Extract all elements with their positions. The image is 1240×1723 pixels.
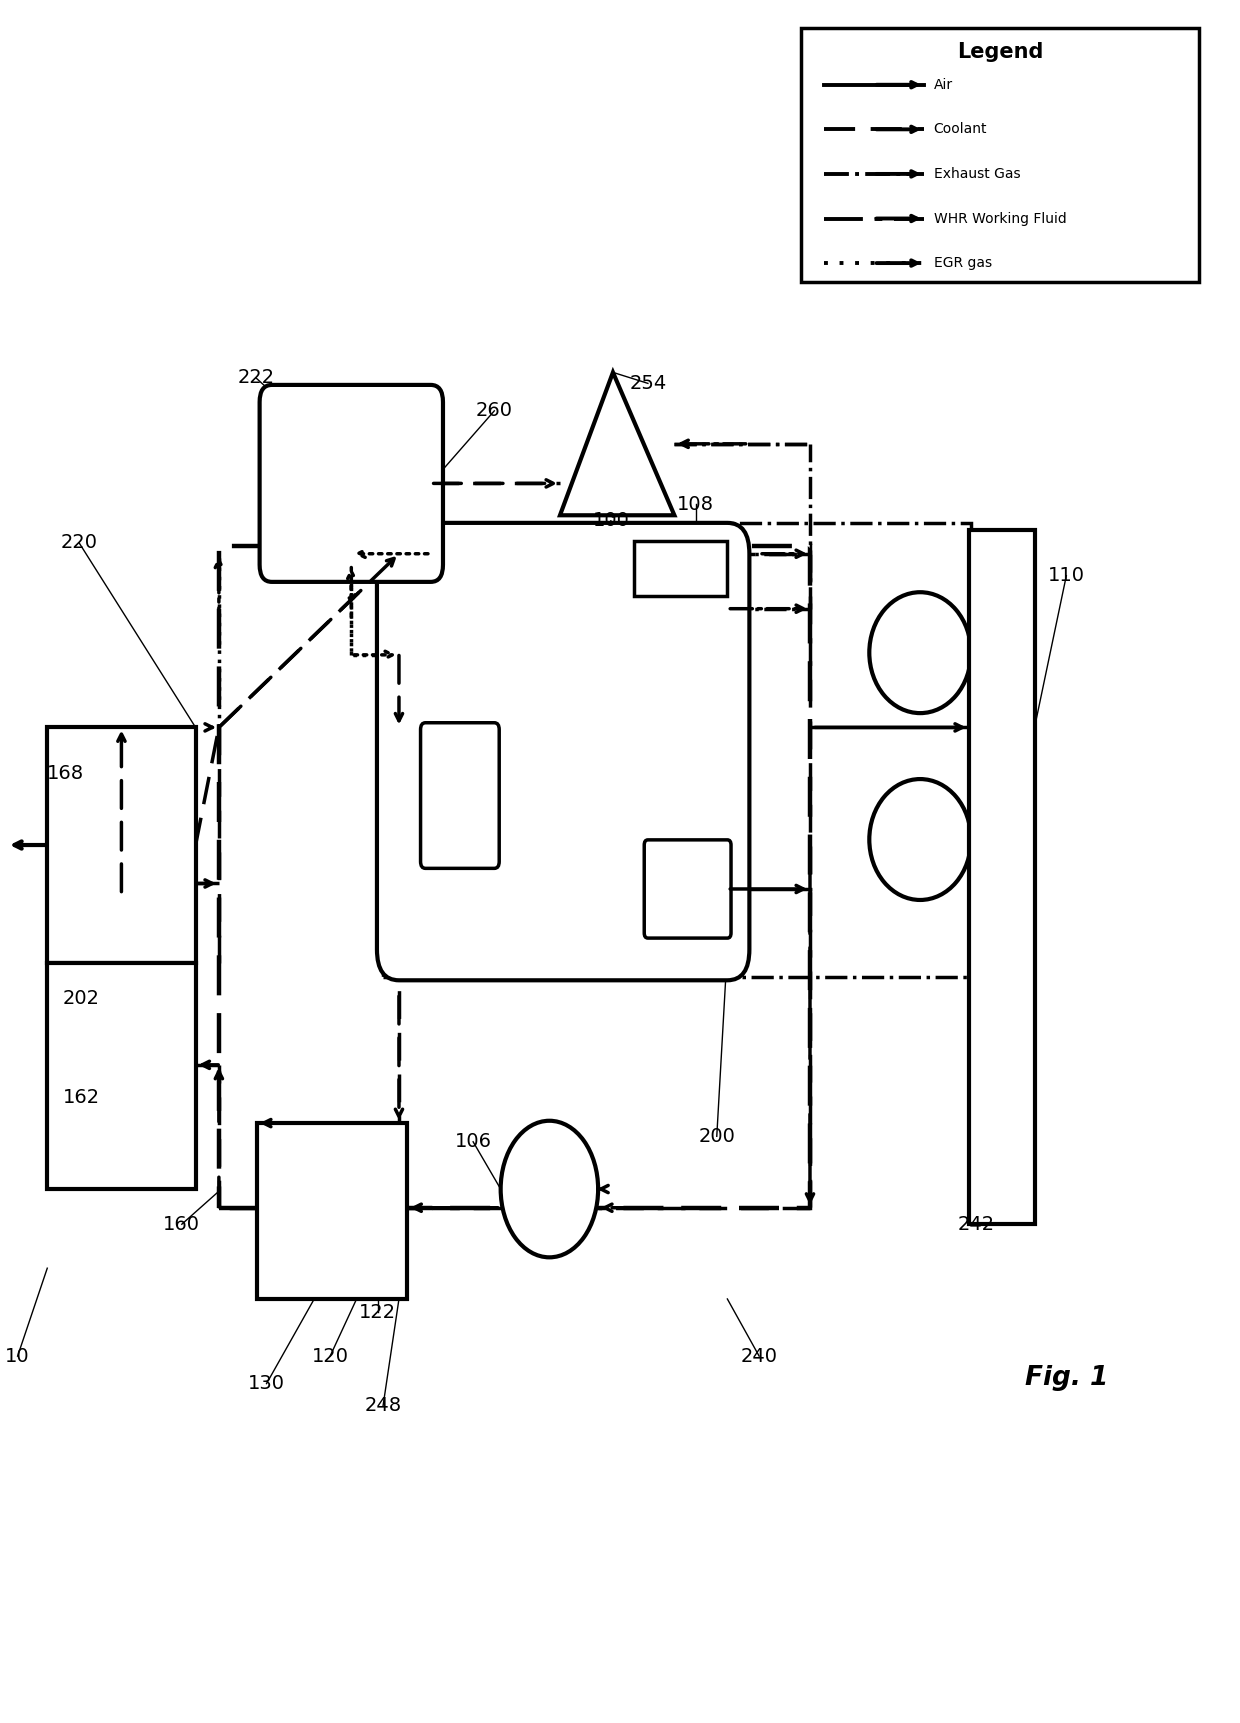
FancyBboxPatch shape (259, 384, 443, 582)
Text: 254: 254 (629, 374, 667, 393)
Text: Air: Air (934, 78, 952, 91)
Bar (257, 1123, 408, 1299)
Text: Fig. 1: Fig. 1 (1024, 1365, 1109, 1390)
Text: WHR Working Fluid: WHR Working Fluid (934, 212, 1066, 226)
Text: Exhaust Gas: Exhaust Gas (934, 167, 1021, 181)
Bar (801, 28, 1199, 283)
Text: 242: 242 (957, 1215, 994, 1234)
Bar (219, 546, 810, 1208)
Text: 122: 122 (360, 1303, 397, 1322)
Text: 106: 106 (455, 1132, 491, 1151)
Bar (634, 541, 728, 596)
Text: 202: 202 (63, 989, 99, 1008)
Text: 108: 108 (677, 495, 714, 513)
Polygon shape (560, 372, 675, 515)
Text: 222: 222 (237, 369, 274, 388)
Bar (968, 529, 1034, 1225)
Bar (383, 524, 971, 977)
Text: 162: 162 (62, 1089, 99, 1108)
Text: 100: 100 (593, 512, 629, 531)
Text: EGR gas: EGR gas (934, 257, 992, 271)
Text: 200: 200 (698, 1127, 735, 1146)
FancyBboxPatch shape (420, 722, 500, 868)
Text: 120: 120 (311, 1347, 348, 1366)
FancyBboxPatch shape (645, 839, 732, 937)
Text: 168: 168 (47, 763, 84, 782)
Text: 248: 248 (365, 1396, 402, 1415)
Text: Legend: Legend (957, 41, 1044, 62)
Text: 220: 220 (61, 532, 98, 553)
Text: 130: 130 (248, 1375, 285, 1394)
Bar (47, 963, 196, 1189)
Text: Coolant: Coolant (934, 122, 987, 136)
Ellipse shape (869, 593, 971, 713)
Text: 240: 240 (740, 1347, 777, 1366)
Circle shape (501, 1120, 598, 1258)
Ellipse shape (869, 779, 971, 899)
Text: 110: 110 (1048, 567, 1085, 586)
Text: 260: 260 (476, 401, 513, 420)
Bar (47, 727, 196, 963)
Text: 160: 160 (164, 1215, 201, 1234)
Text: 10: 10 (5, 1347, 30, 1366)
FancyBboxPatch shape (377, 522, 749, 980)
